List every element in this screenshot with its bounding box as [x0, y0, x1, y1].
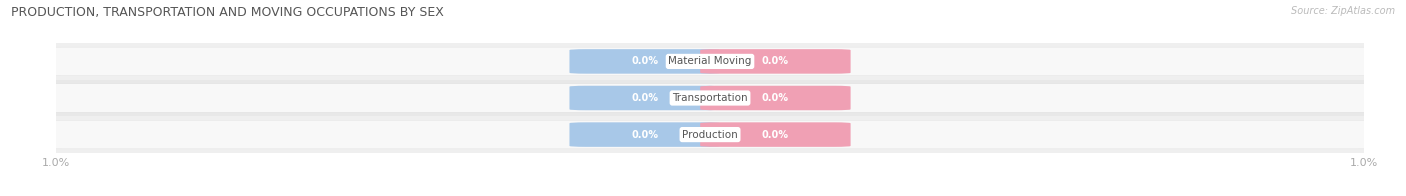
FancyBboxPatch shape [700, 122, 851, 147]
FancyBboxPatch shape [700, 86, 851, 110]
FancyBboxPatch shape [44, 47, 1376, 76]
Text: Source: ZipAtlas.com: Source: ZipAtlas.com [1291, 6, 1395, 16]
FancyBboxPatch shape [44, 84, 1376, 112]
FancyBboxPatch shape [700, 49, 851, 74]
Bar [56, 80, 1364, 116]
Text: Production: Production [682, 130, 738, 140]
Text: 0.0%: 0.0% [631, 130, 658, 140]
Text: Transportation: Transportation [672, 93, 748, 103]
Text: PRODUCTION, TRANSPORTATION AND MOVING OCCUPATIONS BY SEX: PRODUCTION, TRANSPORTATION AND MOVING OC… [11, 6, 444, 19]
FancyBboxPatch shape [569, 122, 720, 147]
Text: Material Moving: Material Moving [668, 56, 752, 66]
Text: 0.0%: 0.0% [762, 93, 789, 103]
FancyBboxPatch shape [569, 49, 720, 74]
Text: 0.0%: 0.0% [762, 56, 789, 66]
FancyBboxPatch shape [569, 86, 720, 110]
FancyBboxPatch shape [44, 120, 1376, 149]
Text: 0.0%: 0.0% [762, 130, 789, 140]
Text: 0.0%: 0.0% [631, 56, 658, 66]
Bar [56, 116, 1364, 153]
Bar [56, 43, 1364, 80]
Text: 0.0%: 0.0% [631, 93, 658, 103]
